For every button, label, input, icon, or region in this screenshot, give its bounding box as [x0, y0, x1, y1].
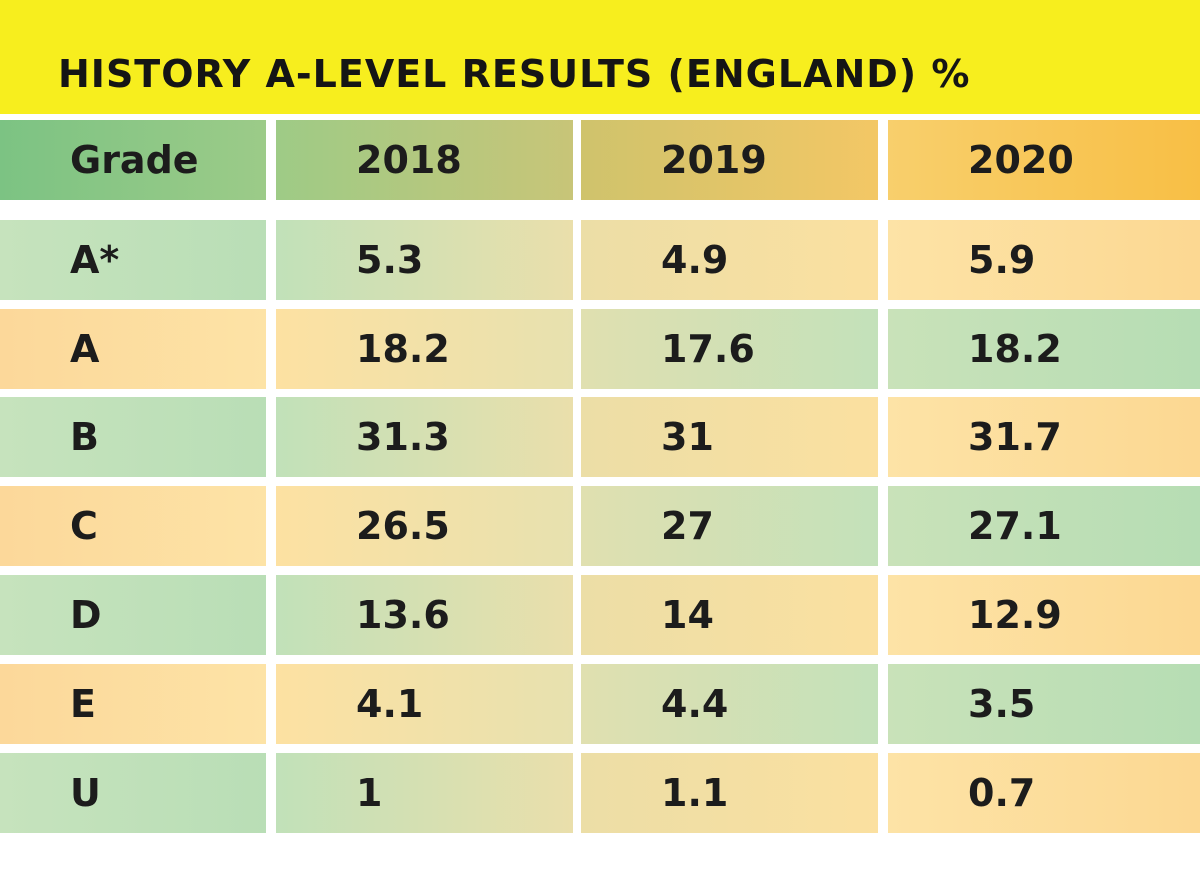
value-cell: 31 [581, 397, 878, 477]
header-label: Grade [70, 138, 199, 182]
grade-cell: E [0, 664, 266, 744]
header-label: 2019 [661, 138, 767, 182]
grade-cell: A [0, 309, 266, 389]
title-bar: HISTORY A-LEVEL RESULTS (ENGLAND) % [0, 0, 1200, 114]
value-cell: 18.2 [276, 309, 573, 389]
value-cell: 0.7 [888, 753, 1200, 833]
value-cell: 31.3 [276, 397, 573, 477]
value-label: 12.9 [968, 593, 1062, 637]
value-label: 4.4 [661, 682, 729, 726]
header-cell-3: 2020 [888, 120, 1200, 200]
value-label: 31.3 [356, 415, 450, 459]
value-label: 0.7 [968, 771, 1036, 815]
value-cell: 26.5 [276, 486, 573, 566]
grade-cell: C [0, 486, 266, 566]
value-label: 1.1 [661, 771, 729, 815]
value-label: 4.1 [356, 682, 424, 726]
value-cell: 27.1 [888, 486, 1200, 566]
grade-label: C [70, 504, 98, 548]
header-cell-0: Grade [0, 120, 266, 200]
value-cell: 4.1 [276, 664, 573, 744]
value-cell: 1.1 [581, 753, 878, 833]
value-label: 31 [661, 415, 714, 459]
value-label: 26.5 [356, 504, 450, 548]
value-label: 5.9 [968, 238, 1036, 282]
value-cell: 13.6 [276, 575, 573, 655]
value-label: 3.5 [968, 682, 1036, 726]
value-label: 18.2 [356, 327, 450, 371]
value-label: 27.1 [968, 504, 1062, 548]
grade-label: A [70, 327, 100, 371]
value-cell: 17.6 [581, 309, 878, 389]
value-label: 27 [661, 504, 714, 548]
value-cell: 5.3 [276, 220, 573, 300]
grade-cell: D [0, 575, 266, 655]
value-label: 18.2 [968, 327, 1062, 371]
header-label: 2020 [968, 138, 1074, 182]
value-cell: 31.7 [888, 397, 1200, 477]
value-cell: 1 [276, 753, 573, 833]
value-label: 14 [661, 593, 714, 637]
value-cell: 12.9 [888, 575, 1200, 655]
value-label: 4.9 [661, 238, 729, 282]
grade-label: B [70, 415, 99, 459]
header-cell-1: 2018 [276, 120, 573, 200]
value-cell: 4.9 [581, 220, 878, 300]
chart-title: HISTORY A-LEVEL RESULTS (ENGLAND) % [58, 52, 971, 96]
value-cell: 27 [581, 486, 878, 566]
grade-cell: U [0, 753, 266, 833]
value-cell: 14 [581, 575, 878, 655]
grade-label: E [70, 682, 96, 726]
value-label: 13.6 [356, 593, 450, 637]
grade-label: A* [70, 238, 120, 282]
header-cell-2: 2019 [581, 120, 878, 200]
value-label: 5.3 [356, 238, 424, 282]
value-cell: 5.9 [888, 220, 1200, 300]
grade-cell: B [0, 397, 266, 477]
value-label: 1 [356, 771, 383, 815]
grade-cell: A* [0, 220, 266, 300]
value-cell: 4.4 [581, 664, 878, 744]
value-label: 31.7 [968, 415, 1062, 459]
grade-label: D [70, 593, 102, 637]
value-label: 17.6 [661, 327, 755, 371]
value-cell: 3.5 [888, 664, 1200, 744]
value-cell: 18.2 [888, 309, 1200, 389]
grade-label: U [70, 771, 101, 815]
header-label: 2018 [356, 138, 462, 182]
